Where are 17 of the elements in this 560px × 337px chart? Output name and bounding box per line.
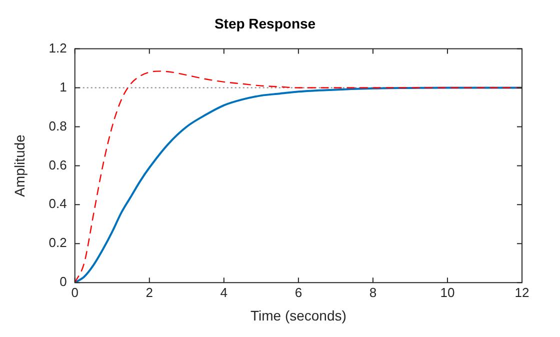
- y-tick-label: 0.4: [48, 196, 67, 212]
- x-tick-label: 2: [146, 284, 154, 300]
- y-tick-label: 1.2: [48, 40, 67, 56]
- y-tick-label: 0.8: [48, 118, 67, 134]
- y-tick-label: 1: [60, 79, 67, 94]
- x-tick-label: 0: [71, 284, 78, 300]
- x-tick-label: 8: [369, 284, 377, 300]
- x-axis-title: Time (seconds): [250, 307, 346, 324]
- y-axis-title: Amplitude: [11, 134, 28, 197]
- chart-title: Step Response: [214, 15, 316, 32]
- y-tick-label: 0.2: [48, 235, 67, 250]
- y-tick-label: 0: [60, 274, 67, 290]
- x-tick-label: 12: [514, 284, 530, 300]
- y-tick-label: 0.6: [48, 157, 67, 172]
- x-tick-label: 4: [220, 284, 228, 300]
- x-tick-label: 6: [294, 284, 302, 300]
- x-tick-label: 10: [440, 284, 455, 300]
